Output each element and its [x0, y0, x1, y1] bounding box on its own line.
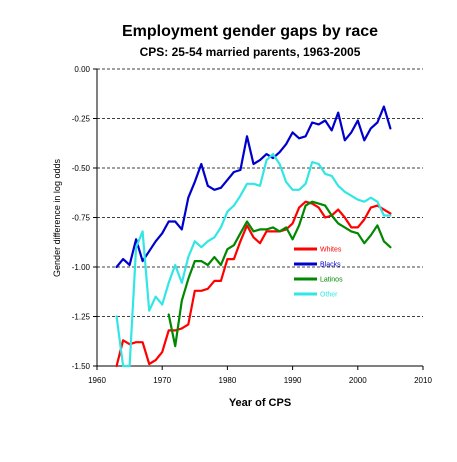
x-tick-label: 2010	[414, 376, 432, 385]
y-tick-label: 0.00	[74, 65, 90, 74]
y-tick-label: -1.50	[72, 362, 91, 371]
y-tick-label: -1.00	[72, 263, 91, 272]
axes: 0.00 -0.25 -0.50 -0.75 -1.00 -1.25 -1.50 1960 19…	[72, 65, 433, 385]
grid-lines	[97, 68, 423, 317]
x-tick-label: 2000	[349, 376, 367, 385]
series-line-other	[115, 153, 392, 368]
y-tick-label: -1.25	[72, 313, 91, 322]
y-tick-label: -0.50	[72, 164, 91, 173]
y-tick-label: -0.25	[72, 115, 91, 124]
series-line-latinos	[167, 200, 392, 348]
chart-subtitle: CPS: 25-54 married parents, 1963-2005	[140, 45, 361, 59]
x-tick-label: 1980	[219, 376, 237, 385]
series-line-whites	[115, 200, 392, 368]
series-line-blacks	[115, 105, 392, 269]
legend: Whites Blacks Latinos Other	[294, 247, 343, 299]
x-axis-label: Year of CPS	[229, 397, 291, 409]
legend-label-latinos: Latinos	[320, 277, 343, 284]
chart-title: Employment gender gaps by race	[122, 23, 378, 40]
x-tick-label: 1970	[153, 376, 171, 385]
series-lines	[115, 105, 392, 368]
x-tick-label: 1960	[88, 376, 106, 385]
legend-label-whites: Whites	[320, 247, 342, 254]
y-tick-label: -0.75	[72, 214, 91, 223]
x-tick-label: 1990	[284, 376, 302, 385]
legend-label-blacks: Blacks	[320, 262, 341, 269]
y-axis-label: Gender difference in log odds	[52, 159, 62, 277]
legend-label-other: Other	[320, 292, 338, 299]
